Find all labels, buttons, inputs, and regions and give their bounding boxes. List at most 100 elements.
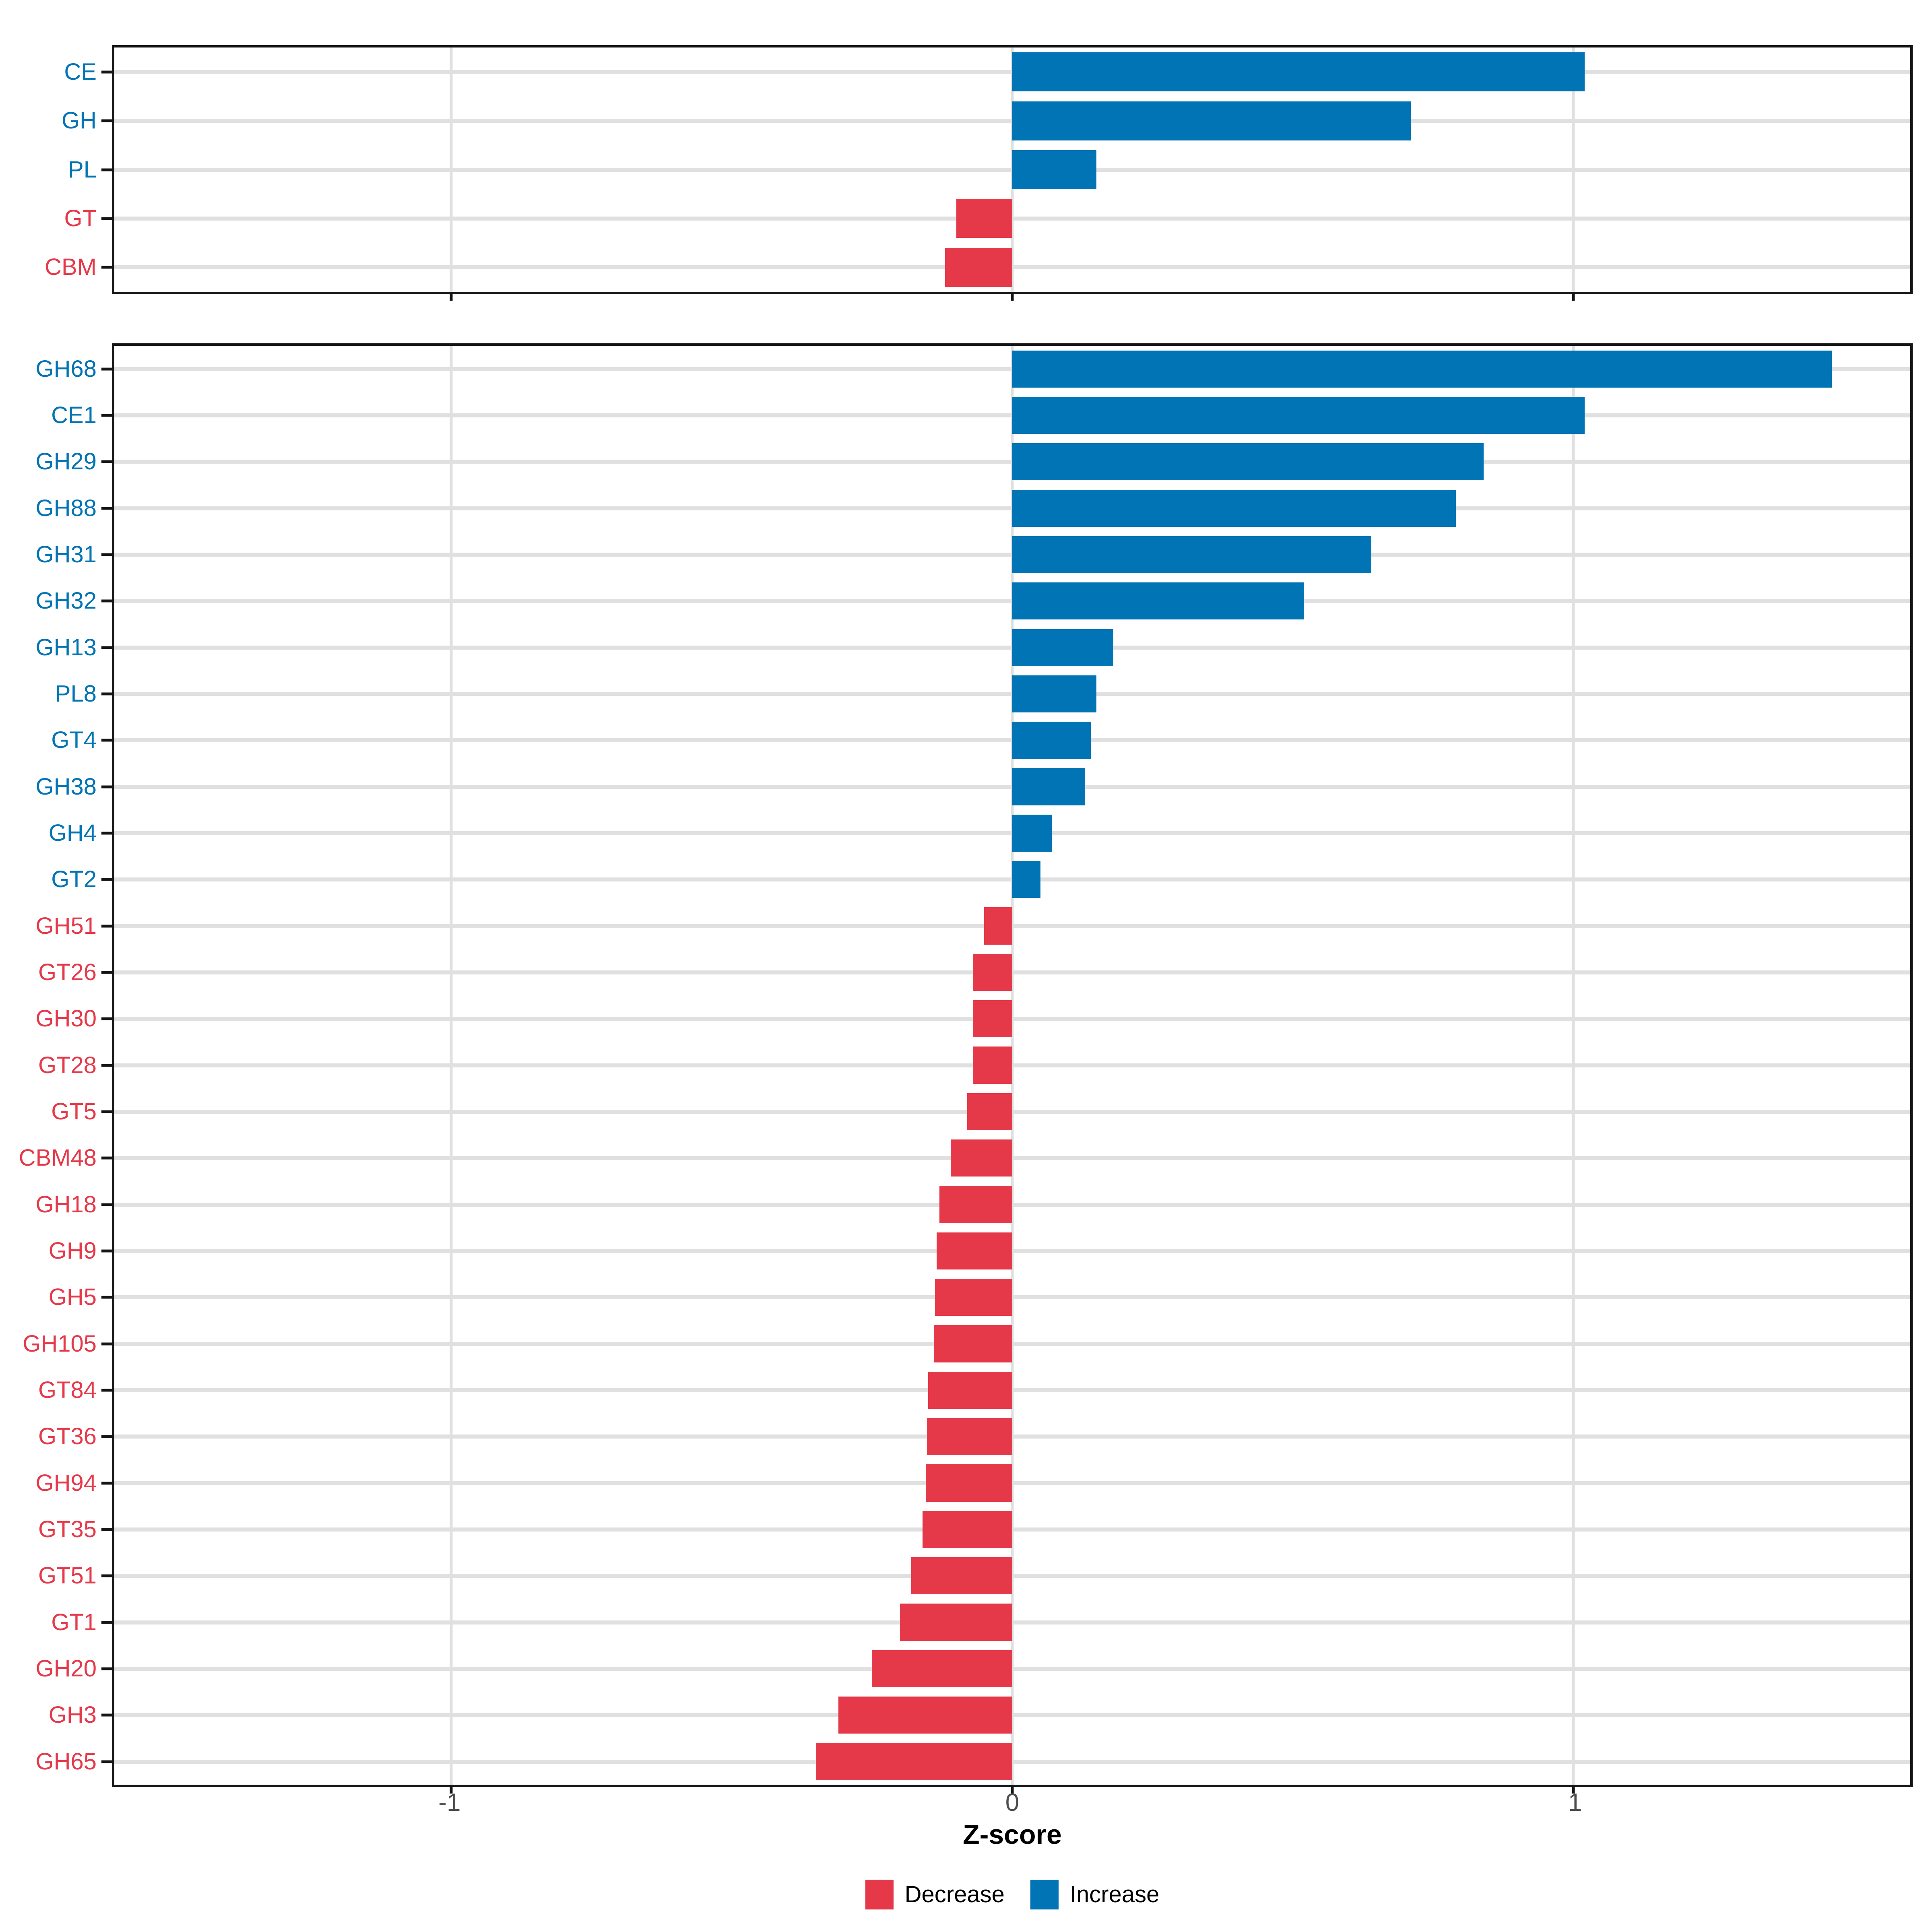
bar-GT51 xyxy=(911,1557,1012,1595)
bar-row-PL8: PL8 xyxy=(55,671,1910,717)
x-axis-tick-mark-0 xyxy=(1011,1787,1014,1794)
bar-row-GT: GT xyxy=(64,194,1910,243)
category-label-GH29: GH29 xyxy=(35,448,97,475)
x-axis-tick-mark-1 xyxy=(1572,294,1575,301)
bar-row-GH18: GH18 xyxy=(35,1181,1910,1228)
legend-item-increase: Increase xyxy=(1030,1880,1159,1909)
legend-label-increase: Increase xyxy=(1069,1881,1160,1907)
category-label-GH20: GH20 xyxy=(35,1655,97,1682)
bar-GT35 xyxy=(922,1511,1012,1548)
bar-GH94 xyxy=(926,1464,1012,1502)
bar-GT84 xyxy=(928,1371,1012,1409)
category-label-GT84: GT84 xyxy=(38,1377,97,1403)
legend-label-decrease: Decrease xyxy=(904,1881,1005,1907)
y-axis-tick-mark-GH94 xyxy=(101,1482,112,1485)
category-label-GH105: GH105 xyxy=(23,1330,97,1357)
y-axis-tick-mark-GH13 xyxy=(101,646,112,649)
bar-row-GH88: GH88 xyxy=(35,485,1910,531)
y-axis-tick-mark-GH3 xyxy=(101,1713,112,1717)
legend-key-increase-swatch xyxy=(1030,1880,1059,1909)
bar-GT28 xyxy=(973,1046,1012,1084)
gridline-y-GH9 xyxy=(114,1249,1910,1253)
y-axis-tick-mark-GT5 xyxy=(101,1110,112,1113)
bar-GT5 xyxy=(967,1093,1012,1131)
facet-panel-cazyme-classes: CE GH PL GT CBM xyxy=(45,45,1913,301)
gridline-y-GT28 xyxy=(114,1063,1910,1067)
bar-row-GH51: GH51 xyxy=(35,903,1910,949)
y-axis-tick-mark-CBM xyxy=(101,266,112,269)
bar-PL8 xyxy=(1012,675,1097,713)
category-label-GH51: GH51 xyxy=(35,912,97,939)
bar-GH4 xyxy=(1012,814,1052,852)
gridline-y-GT26 xyxy=(114,970,1910,974)
gridline-y-GT xyxy=(114,216,1910,221)
x-axis-tick-label--1: -1 xyxy=(438,1789,461,1816)
bar-row-GT2: GT2 xyxy=(51,857,1910,903)
category-label-GH94: GH94 xyxy=(35,1470,97,1496)
y-axis-tick-mark-GH30 xyxy=(101,1017,112,1020)
y-axis-tick-mark-GH38 xyxy=(101,785,112,788)
bar-row-GH3: GH3 xyxy=(49,1692,1910,1738)
bar-GH9 xyxy=(936,1232,1012,1270)
bar-row-GT1: GT1 xyxy=(51,1599,1910,1645)
category-label-GT5: GT5 xyxy=(51,1098,97,1125)
bar-GH105 xyxy=(933,1325,1012,1362)
x-axis-tick-label-0: 0 xyxy=(1005,1789,1020,1816)
gridline-y-CBM48 xyxy=(114,1156,1910,1160)
bar-row-GT84: GT84 xyxy=(38,1367,1910,1413)
gridline-y-GH3 xyxy=(114,1713,1910,1717)
category-label-GT26: GT26 xyxy=(38,959,97,985)
bar-CBM xyxy=(945,248,1012,287)
bar-GH68 xyxy=(1012,350,1832,388)
y-axis-tick-mark-GT51 xyxy=(101,1574,112,1577)
x-axis-tick-mark--1 xyxy=(450,1787,453,1794)
bar-row-GH105: GH105 xyxy=(23,1321,1910,1367)
gridline-y-GT1 xyxy=(114,1620,1910,1624)
y-axis-tick-mark-GT xyxy=(101,217,112,220)
bar-GH20 xyxy=(872,1650,1012,1687)
bar-row-GH32: GH32 xyxy=(35,578,1910,624)
bar-row-GH13: GH13 xyxy=(35,624,1910,671)
gridline-y-GH20 xyxy=(114,1666,1910,1671)
y-axis-tick-mark-PL xyxy=(101,168,112,171)
x-axis-tick-mark--1 xyxy=(450,294,453,301)
category-label-GT51: GT51 xyxy=(38,1563,97,1589)
bar-row-GH4: GH4 xyxy=(49,810,1910,856)
category-label-GH31: GH31 xyxy=(35,541,97,568)
bar-GH18 xyxy=(939,1186,1012,1223)
category-label-GH4: GH4 xyxy=(48,819,97,846)
y-axis-tick-mark-PL8 xyxy=(101,692,112,696)
gridline-y-GT36 xyxy=(114,1435,1910,1439)
category-label-GT2: GT2 xyxy=(51,866,97,893)
category-label-GH13: GH13 xyxy=(35,634,97,661)
gridline-y-GH94 xyxy=(114,1481,1910,1485)
y-axis-tick-mark-GH29 xyxy=(101,460,112,463)
bar-CBM48 xyxy=(950,1139,1012,1177)
legend-key-decrease-swatch xyxy=(865,1880,894,1909)
gridline-y-GH5 xyxy=(114,1295,1910,1300)
category-label-GH5: GH5 xyxy=(48,1284,97,1311)
bar-row-GT28: GT28 xyxy=(38,1042,1910,1088)
y-axis-tick-mark-GH68 xyxy=(101,367,112,371)
gridline-y-GH105 xyxy=(114,1342,1910,1346)
category-label-GT35: GT35 xyxy=(38,1516,97,1542)
legend-item-decrease: Decrease xyxy=(865,1880,1005,1909)
category-label-GH: GH xyxy=(62,107,97,134)
category-label-GH9: GH9 xyxy=(48,1237,97,1264)
legend: Decrease Increase xyxy=(112,1877,1913,1912)
bar-row-GT51: GT51 xyxy=(38,1553,1910,1599)
category-label-GH68: GH68 xyxy=(35,355,97,382)
y-axis-tick-mark-GH51 xyxy=(101,925,112,928)
x-axis-tick-mark-0 xyxy=(1011,294,1014,301)
bar-GH5 xyxy=(935,1279,1012,1316)
bar-GH30 xyxy=(973,1000,1012,1038)
y-axis-tick-mark-GT1 xyxy=(101,1621,112,1624)
bar-row-GH9: GH9 xyxy=(49,1228,1910,1274)
bar-row-PL: PL xyxy=(68,145,1910,194)
gridline-y-GH30 xyxy=(114,1017,1910,1021)
category-label-GH38: GH38 xyxy=(35,773,97,800)
bar-row-CBM48: CBM48 xyxy=(19,1135,1910,1181)
y-axis-tick-mark-GT84 xyxy=(101,1389,112,1392)
bar-row-GH30: GH30 xyxy=(35,996,1910,1042)
gridline-y-GT35 xyxy=(114,1527,1910,1532)
